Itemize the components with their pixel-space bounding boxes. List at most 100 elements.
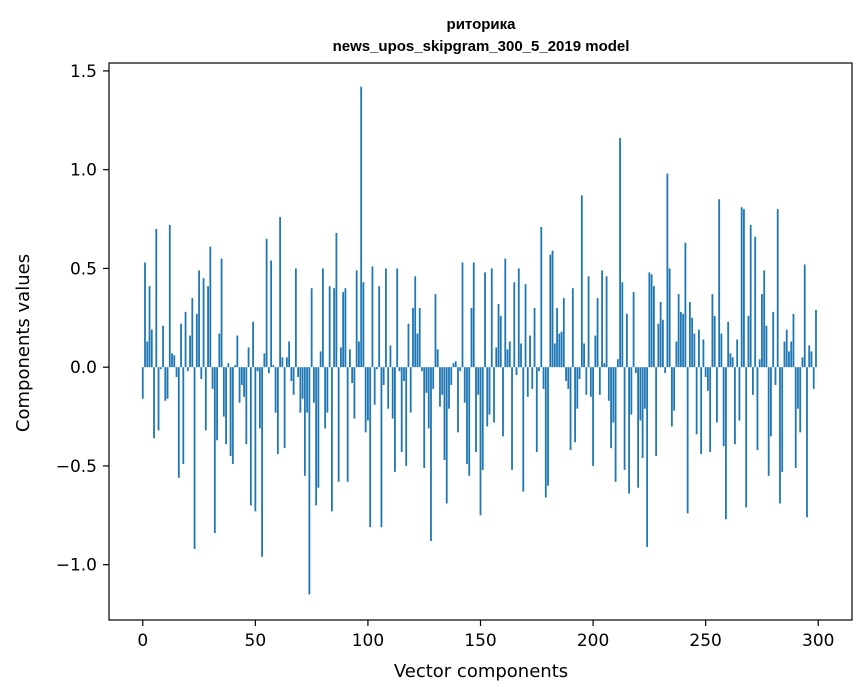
bar [625,313,628,368]
bar [376,367,378,370]
bar [254,367,257,512]
bar [229,367,232,457]
bar [207,286,209,368]
bar [497,303,500,368]
bar [448,367,450,409]
bar [700,367,703,455]
bar [385,268,387,368]
bar [603,363,606,368]
bar [261,367,263,557]
bar [407,323,410,368]
bar [506,349,509,368]
bar [772,311,775,368]
bar [650,274,653,368]
bar [236,335,239,368]
bar [691,317,694,368]
bar [414,276,417,368]
bar [747,315,750,368]
bar [270,260,273,368]
bar [477,367,480,395]
bar [675,341,678,368]
bar [432,367,435,389]
bar [788,351,790,368]
bar [621,282,624,368]
x-tick-label: 0 [137,631,148,651]
bar [391,367,394,419]
bar [495,347,498,368]
bar [812,367,815,389]
bar [441,367,444,395]
bar [752,367,754,395]
bar [493,367,495,423]
plot-frame [108,62,853,621]
bar [544,367,547,498]
bar [382,367,385,385]
bar [434,294,437,368]
bar [418,307,421,368]
bar [369,367,372,528]
bar [781,367,784,472]
bar [515,367,518,376]
bar [168,224,171,368]
bar [718,199,721,368]
bar [367,367,369,421]
bar [358,341,360,368]
bar [222,367,225,417]
bar [189,335,191,368]
bar [502,367,504,437]
bar [403,367,405,382]
bar [389,345,392,368]
bar [797,367,799,409]
x-tick-label: 150 [464,631,496,651]
bar [252,321,254,368]
bar [630,367,633,415]
bar [204,367,207,431]
bar [373,367,376,405]
bar [198,270,200,368]
bar [673,367,676,411]
bar [276,367,279,455]
bar [245,367,248,445]
bar [576,367,579,409]
bar [765,325,768,368]
bar [774,367,777,385]
bar [479,367,482,516]
bar [463,367,466,403]
bar [517,268,520,368]
bar [202,278,205,368]
bar [157,367,160,431]
bar [355,270,358,368]
y-tick-label: 0.0 [70,358,97,378]
bar [661,319,664,368]
bar [213,367,216,534]
bar [288,341,291,368]
bar [488,367,491,415]
y-tick-label: −1.0 [56,556,97,576]
bar [727,321,730,368]
bar [227,363,230,368]
bars-group [141,86,817,595]
bar [641,367,644,459]
bar [353,367,356,419]
x-tick-label: 100 [352,631,384,651]
bar [175,367,178,378]
chart-title: риторика [447,16,517,33]
bar [340,347,342,368]
x-axis-label: Vector components [394,661,568,682]
bar [533,307,536,368]
bar [398,367,401,372]
bar [583,343,585,368]
bar [335,232,338,368]
bar [668,268,671,368]
bar [450,367,453,385]
bar [702,339,705,368]
bar [652,286,655,368]
bar [792,313,795,368]
bar [711,294,714,368]
y-axis-label: Components values [13,254,34,432]
bar [333,288,336,368]
bar [648,272,651,368]
bar [331,367,333,512]
bar [394,367,396,472]
bar [684,242,687,368]
